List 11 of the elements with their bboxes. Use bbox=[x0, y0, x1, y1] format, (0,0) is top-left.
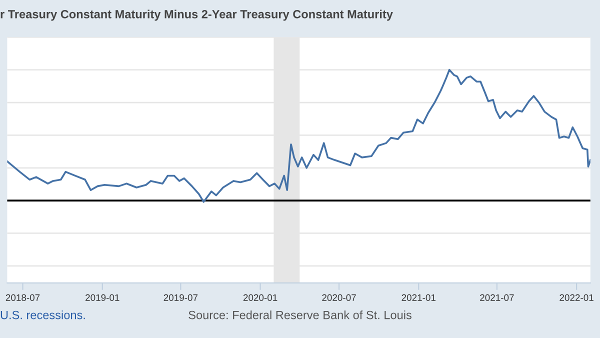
chart-title: r Treasury Constant Maturity Minus 2-Year Treasury Constant Maturity bbox=[0, 10, 393, 21]
x-tick-label: 2018-07 bbox=[6, 294, 40, 301]
x-tick-label: 2020-01 bbox=[243, 294, 278, 301]
x-tick-label: 2021-07 bbox=[480, 294, 514, 301]
x-tick-label: 2021-01 bbox=[402, 294, 436, 301]
text: U.S. recessions. bbox=[0, 310, 85, 320]
x-tick-label: 2019-07 bbox=[164, 294, 198, 301]
x-tick-label: 2022-01 bbox=[560, 294, 594, 301]
source-note: Source: Federal Reserve Bank of St. Louis bbox=[188, 310, 412, 320]
x-tick-label: 2019-01 bbox=[86, 294, 120, 301]
x-tick-label: 2020-07 bbox=[322, 294, 356, 301]
